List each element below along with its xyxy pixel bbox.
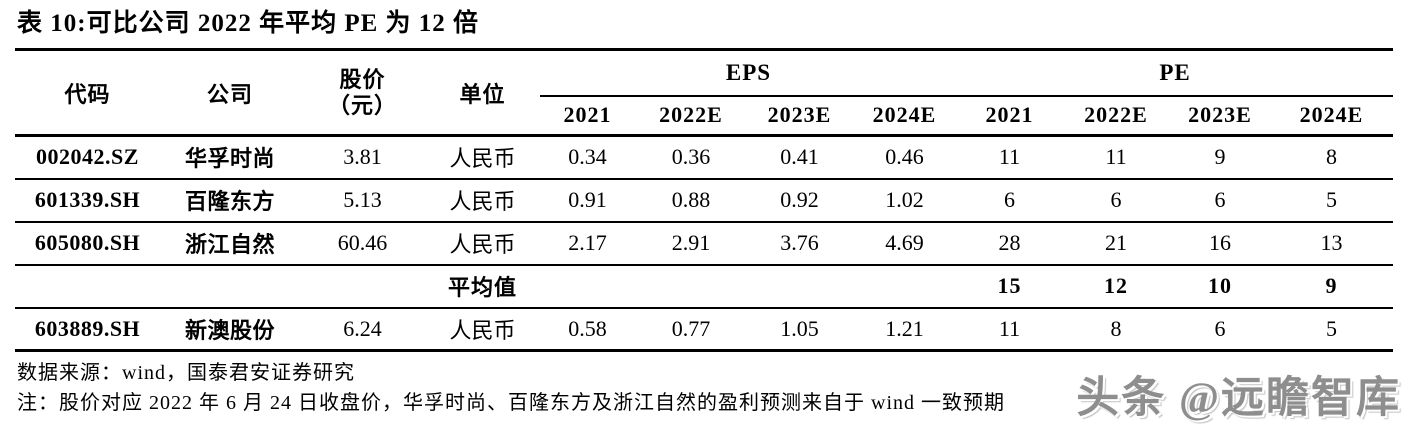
pe-cell: 10 [1208, 273, 1232, 298]
unit-cell: 人民币 [449, 317, 516, 343]
eps-cell [540, 265, 635, 308]
eps-cell: 2.91 [671, 230, 711, 255]
code-cell: 002042.SZ [36, 144, 139, 170]
eps-cell: 0.77 [671, 315, 711, 341]
col-header-code: 代码 [15, 49, 160, 137]
eps-cell: 0.58 [568, 315, 607, 341]
price-cell [300, 265, 425, 308]
table-row-average: 平均值 15 12 10 9 [15, 265, 1394, 308]
header-year-row: 2021 2022E 2023E 2024E 2021 2022E 2023E … [15, 95, 1394, 137]
company-cell [160, 265, 300, 308]
eps-cell: 0.46 [885, 144, 924, 170]
eps-cell: 0.41 [780, 144, 819, 170]
col-header-pe-2021: 2021 [957, 95, 1062, 137]
data-source-line: 数据来源：wind，国泰君安证券研究 [17, 362, 355, 384]
pe-cell: 9 [1214, 144, 1226, 170]
pe-cell: 8 [1110, 315, 1122, 341]
eps-cell [852, 265, 957, 308]
eps-cell: 1.02 [885, 187, 924, 212]
company-cell: 浙江自然 [184, 232, 275, 257]
pe-cell: 13 [1320, 230, 1343, 255]
pe-cell: 6 [1214, 187, 1226, 212]
col-header-eps-2022e: 2022E [635, 95, 747, 137]
eps-cell: 4.69 [885, 230, 924, 255]
col-header-price: 股价 （元） [300, 49, 425, 137]
price-cell: 60.46 [337, 230, 388, 255]
eps-cell: 0.88 [671, 187, 711, 212]
eps-cell: 0.34 [568, 144, 607, 170]
eps-cell [635, 265, 747, 308]
col-header-eps-2021: 2021 [540, 95, 635, 137]
pe-cell: 11 [998, 144, 1021, 170]
pe-cell: 6 [1214, 315, 1226, 341]
pe-cell: 28 [998, 230, 1021, 255]
eps-cell [747, 265, 852, 308]
col-header-eps-2023e: 2023E [747, 95, 852, 137]
price-cell: 6.24 [343, 315, 382, 341]
col-header-price-line2: （元） [327, 92, 397, 118]
pe-cell: 16 [1209, 230, 1231, 255]
pe-cell: 11 [998, 315, 1021, 341]
unit-cell: 人民币 [449, 232, 516, 257]
code-cell: 605080.SH [34, 230, 141, 255]
eps-cell: 1.21 [885, 315, 924, 341]
pe-comparison-table: 代码 公司 股价 （元） 单位 EPS PE 2021 2022E 2023E … [15, 48, 1394, 352]
pe-cell: 21 [1105, 230, 1127, 255]
table-row-bailong: 601339.SH 百隆东方 5.13 人民币 0.91 0.88 0.92 1… [15, 179, 1394, 222]
unit-cell: 人民币 [449, 189, 516, 214]
footnote-line: 注：股价对应 2022 年 6 月 24 日收盘价，华孚时尚、百隆东方及浙江自然… [17, 392, 1005, 414]
toutiao-watermark: 头条 @远瞻智库 [1076, 375, 1401, 422]
eps-cell: 3.76 [780, 230, 819, 255]
table-footer: 数据来源：wind，国泰君安证券研究 注：股价对应 2022 年 6 月 24 … [17, 359, 1393, 419]
pe-cell: 11 [1105, 144, 1127, 170]
col-header-eps-2024e: 2024E [852, 95, 957, 137]
col-header-pe-2023e: 2023E [1170, 95, 1270, 137]
code-cell: 603889.SH [34, 315, 141, 341]
group-header-eps: EPS [540, 49, 957, 97]
company-cell: 华孚时尚 [184, 146, 275, 172]
eps-cell: 1.05 [780, 315, 819, 341]
pe-cell: 5 [1326, 315, 1337, 341]
unit-cell: 人民币 [449, 146, 516, 172]
eps-cell: 0.36 [671, 144, 711, 170]
eps-cell: 0.92 [780, 187, 819, 212]
average-label-cell: 平均值 [447, 275, 517, 300]
table-row-zhejiang: 605080.SH 浙江自然 60.46 人民币 2.17 2.91 3.76 … [15, 222, 1394, 265]
table-row-huafu: 002042.SZ 华孚时尚 3.81 人民币 0.34 0.36 0.41 0… [15, 136, 1394, 179]
pe-cell: 12 [1104, 273, 1128, 298]
company-cell: 新澳股份 [184, 317, 275, 343]
eps-cell: 0.91 [568, 187, 607, 212]
col-header-unit: 单位 [425, 49, 540, 137]
eps-cell: 2.17 [568, 230, 607, 255]
col-header-company: 公司 [160, 49, 300, 137]
table-title: 表 10:可比公司 2022 年平均 PE 为 12 倍 [17, 10, 480, 37]
pe-cell: 6 [1110, 187, 1122, 212]
pe-cell: 9 [1325, 273, 1338, 298]
price-cell: 5.13 [343, 187, 382, 212]
code-cell: 601339.SH [34, 187, 141, 212]
pe-cell: 5 [1326, 187, 1337, 212]
group-header-pe: PE [957, 49, 1394, 97]
price-cell: 3.81 [343, 144, 382, 170]
pe-cell: 6 [1004, 187, 1015, 212]
col-header-price-line1: 股价 [339, 66, 386, 92]
header-group-row: 代码 公司 股价 （元） 单位 EPS PE [15, 49, 1394, 137]
table-row-xinao: 603889.SH 新澳股份 6.24 人民币 0.58 0.77 1.05 1… [15, 308, 1394, 351]
pe-cell: 8 [1326, 144, 1337, 170]
code-cell [15, 265, 160, 308]
pe-cell: 15 [997, 273, 1022, 298]
company-cell: 百隆东方 [184, 189, 275, 214]
col-header-pe-2024e: 2024E [1270, 95, 1394, 137]
col-header-pe-2022e: 2022E [1062, 95, 1170, 137]
